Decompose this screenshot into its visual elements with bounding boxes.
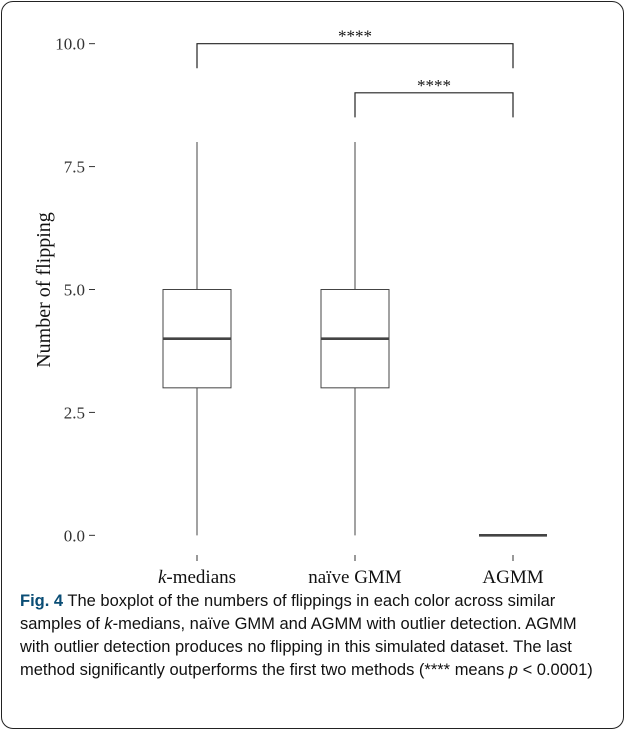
bracket-line <box>196 43 514 69</box>
caption-fig-label: Fig. 4 <box>20 592 64 610</box>
y-tick-label: 10.0 <box>55 35 85 54</box>
significance-bracket: **** <box>354 76 514 118</box>
y-axis-label: Number of flipping <box>33 212 55 368</box>
x-category-label: k-medians <box>158 567 236 588</box>
y-tick-label: 7.5 <box>64 158 85 177</box>
y-tick-label: 5.0 <box>64 281 85 300</box>
bracket-line <box>354 92 514 118</box>
boxplot-chart: 0.0 2.5 5.0 7.5 10.0 k-medians naïve GMM AGMM *… <box>33 27 547 588</box>
plot-area: **** **** <box>162 27 547 537</box>
y-tick-label: 2.5 <box>64 403 85 422</box>
caption-text-k: k <box>104 615 113 633</box>
caption-text-3: < 0.0001) <box>517 661 593 679</box>
y-axis: 0.0 2.5 5.0 7.5 10.0 k-medians naïve GMM AGMM <box>55 35 543 588</box>
x-category-label: naïve GMM <box>308 567 402 588</box>
y-tick-label: 0.0 <box>64 526 85 545</box>
caption-text-p: p <box>508 661 518 679</box>
box-group <box>162 142 232 536</box>
caption-text-1: The boxplot of the numbers of flippings … <box>20 592 556 633</box>
significance-bracket: **** <box>196 27 514 69</box>
figure-caption: Fig. 4 The boxplot of the numbers of fli… <box>20 590 610 682</box>
significance-label: **** <box>417 76 451 95</box>
caption-text-2: -medians, naïve GMM and AGMM with outlie… <box>20 615 577 679</box>
box-group <box>320 142 390 536</box>
x-category-label: AGMM <box>482 567 543 588</box>
significance-label: **** <box>338 27 372 46</box>
